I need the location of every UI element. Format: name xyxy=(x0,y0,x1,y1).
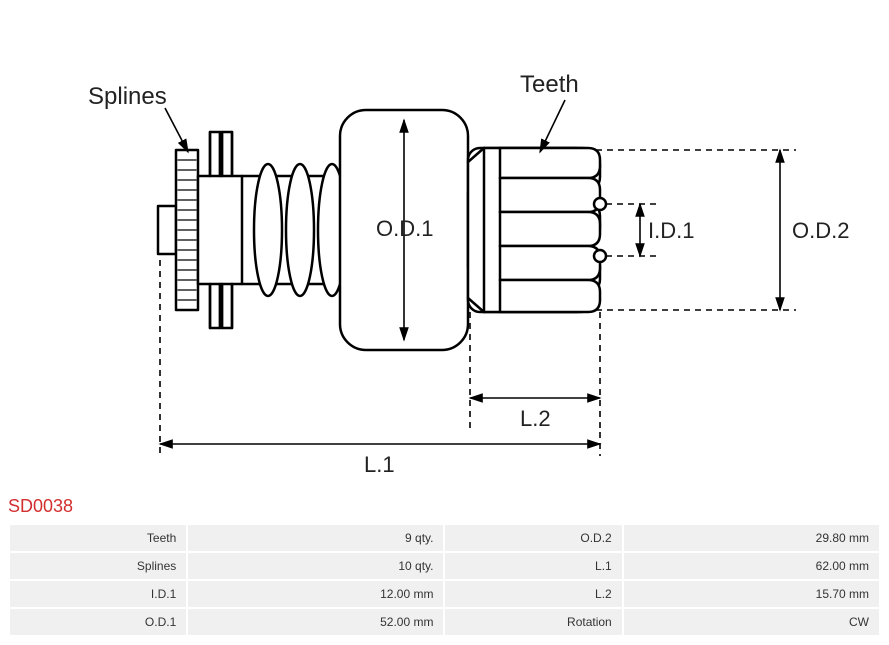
spec-label: Splines xyxy=(10,553,186,579)
diagram-area: Splines Teeth O.D.1 I.D.1 O.D.2 L.2 L.1 xyxy=(0,0,889,490)
spec-label: O.D.2 xyxy=(445,525,621,551)
spec-value: 9 qty. xyxy=(188,525,443,551)
spec-label: L.1 xyxy=(445,553,621,579)
spec-value: 52.00 mm xyxy=(188,609,443,635)
spec-value: 15.70 mm xyxy=(624,581,879,607)
spec-label: L.2 xyxy=(445,581,621,607)
label-splines: Splines xyxy=(88,83,167,110)
table-row: O.D.1 52.00 mm Rotation CW xyxy=(10,609,879,635)
table-row: Teeth 9 qty. O.D.2 29.80 mm xyxy=(10,525,879,551)
label-id1: I.D.1 xyxy=(648,218,694,243)
label-od1: O.D.1 xyxy=(376,216,433,241)
spec-label: Rotation xyxy=(445,609,621,635)
spec-label: Teeth xyxy=(10,525,186,551)
spec-label: O.D.1 xyxy=(10,609,186,635)
label-teeth: Teeth xyxy=(520,71,579,98)
table-row: Splines 10 qty. L.1 62.00 mm xyxy=(10,553,879,579)
label-l1: L.1 xyxy=(364,452,395,477)
spec-value: 12.00 mm xyxy=(188,581,443,607)
spec-value: CW xyxy=(624,609,879,635)
schematic-svg: Splines Teeth O.D.1 I.D.1 O.D.2 L.2 L.1 xyxy=(0,0,889,490)
label-od2: O.D.2 xyxy=(792,218,849,243)
spec-value: 29.80 mm xyxy=(624,525,879,551)
spec-table: Teeth 9 qty. O.D.2 29.80 mm Splines 10 q… xyxy=(8,523,881,637)
page-container: Splines Teeth O.D.1 I.D.1 O.D.2 L.2 L.1 … xyxy=(0,0,889,637)
spec-value: 10 qty. xyxy=(188,553,443,579)
part-number: SD0038 xyxy=(0,490,889,523)
table-row: I.D.1 12.00 mm L.2 15.70 mm xyxy=(10,581,879,607)
label-l2: L.2 xyxy=(520,406,551,431)
spec-label: I.D.1 xyxy=(10,581,186,607)
spec-value: 62.00 mm xyxy=(624,553,879,579)
